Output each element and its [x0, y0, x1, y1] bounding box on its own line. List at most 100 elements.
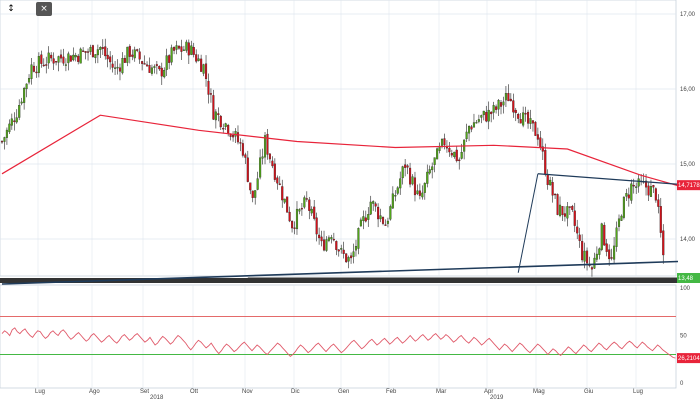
candle	[254, 190, 257, 198]
y-tick-label: 14,00	[680, 237, 696, 243]
candle	[396, 187, 399, 194]
x-tick-month: Lug	[633, 389, 643, 395]
candle	[546, 173, 549, 185]
candle	[389, 206, 392, 220]
candle	[145, 64, 149, 67]
candle	[468, 125, 471, 134]
candle	[354, 246, 358, 251]
candle	[330, 237, 333, 240]
candle	[423, 182, 426, 193]
candle	[377, 206, 380, 220]
candle	[362, 216, 365, 222]
candle	[517, 113, 520, 119]
candle	[232, 135, 235, 138]
candle	[455, 149, 458, 162]
candle	[529, 118, 532, 124]
candle	[219, 115, 222, 128]
candle	[558, 204, 562, 216]
candle	[94, 54, 97, 59]
candle	[310, 208, 313, 214]
x-tick-month: Set	[140, 389, 149, 395]
candle	[514, 109, 517, 114]
candle	[497, 100, 500, 110]
candle	[549, 179, 552, 186]
candle	[418, 190, 421, 196]
candle	[62, 56, 65, 64]
candle	[96, 49, 99, 56]
candle	[413, 177, 417, 196]
candle	[485, 111, 488, 122]
candle	[286, 196, 289, 213]
candle	[291, 220, 294, 229]
candle	[364, 217, 367, 222]
candle	[632, 185, 635, 187]
candle	[153, 66, 156, 68]
candle	[637, 178, 640, 187]
candle	[128, 46, 131, 57]
candle	[89, 47, 92, 52]
candle	[86, 51, 90, 53]
candle	[313, 206, 316, 219]
price-tag-support-bg	[677, 273, 700, 283]
candle	[263, 135, 267, 158]
candle	[141, 61, 144, 64]
candle	[573, 210, 576, 226]
candle	[236, 132, 240, 143]
candle	[443, 138, 446, 146]
candle	[217, 113, 220, 116]
candle	[416, 190, 419, 195]
x-tick-month: Lug	[35, 389, 45, 395]
candle	[320, 236, 323, 242]
candle	[79, 48, 82, 64]
candle	[438, 146, 441, 151]
candle	[256, 178, 259, 190]
candle	[259, 157, 262, 178]
candle	[300, 208, 303, 210]
candle	[165, 55, 168, 70]
candle	[200, 58, 203, 72]
candle	[603, 224, 606, 246]
candle	[143, 63, 146, 65]
candle	[106, 54, 109, 60]
candle	[126, 46, 129, 63]
candle	[160, 67, 163, 77]
candle	[25, 83, 28, 90]
osc-value-tag-bg	[677, 353, 700, 364]
candle	[155, 64, 158, 66]
candle	[246, 157, 249, 182]
candle	[657, 199, 660, 207]
candle	[202, 64, 205, 74]
candle	[369, 201, 372, 215]
candle	[138, 51, 141, 60]
candle	[411, 176, 414, 185]
close-icon[interactable]: ×	[36, 2, 52, 16]
candle	[620, 215, 623, 221]
candle	[495, 106, 498, 110]
candle	[649, 186, 653, 197]
candle	[436, 148, 439, 160]
x-tick-year: 2019	[490, 395, 504, 400]
candle	[608, 249, 611, 260]
candle	[617, 218, 621, 227]
x-tick-month: Apr	[484, 389, 493, 395]
candle	[244, 154, 247, 158]
candle	[197, 58, 200, 61]
candle	[401, 166, 404, 179]
candle	[104, 46, 107, 57]
candle	[136, 49, 139, 51]
candle	[266, 133, 269, 155]
candle	[10, 118, 13, 126]
candle	[509, 98, 512, 102]
candle	[55, 61, 58, 63]
candle	[583, 250, 586, 262]
candle	[644, 180, 648, 188]
candle	[35, 71, 38, 74]
x-tick-month: Ott	[190, 389, 198, 395]
candle	[605, 243, 608, 252]
oscillator-panel-frame	[0, 284, 677, 389]
expand-icon[interactable]: ↕	[7, 4, 15, 14]
candle	[251, 190, 254, 198]
candle	[581, 241, 584, 261]
price-tag-ma-bg	[677, 180, 700, 191]
candle	[170, 47, 173, 63]
